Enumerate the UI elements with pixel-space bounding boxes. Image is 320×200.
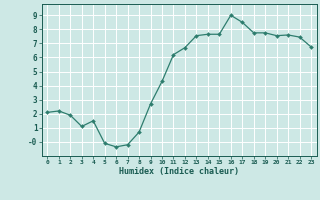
X-axis label: Humidex (Indice chaleur): Humidex (Indice chaleur) [119, 167, 239, 176]
